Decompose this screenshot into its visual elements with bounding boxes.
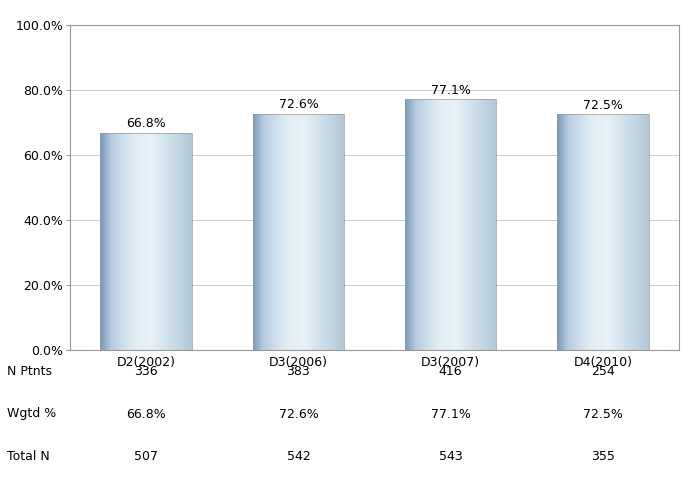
Bar [557,114,649,350]
Text: 383: 383 [286,365,310,378]
Text: 72.6%: 72.6% [279,408,318,420]
Text: N Ptnts: N Ptnts [7,365,52,378]
Text: Wgtd %: Wgtd % [7,408,56,420]
Bar [405,100,496,350]
Bar [253,114,344,350]
Text: 66.8%: 66.8% [126,118,166,130]
Text: 254: 254 [591,365,615,378]
Text: Total N: Total N [7,450,50,463]
Text: 542: 542 [286,450,310,463]
Text: 72.5%: 72.5% [583,99,623,112]
Text: 77.1%: 77.1% [430,408,470,420]
Bar [101,133,192,350]
Text: 72.5%: 72.5% [583,408,623,420]
Text: 77.1%: 77.1% [430,84,470,97]
Text: 355: 355 [591,450,615,463]
Text: 72.6%: 72.6% [279,98,318,112]
Text: 66.8%: 66.8% [126,408,166,420]
Text: 336: 336 [134,365,158,378]
Text: 416: 416 [439,365,463,378]
Text: 543: 543 [439,450,463,463]
Text: 507: 507 [134,450,158,463]
